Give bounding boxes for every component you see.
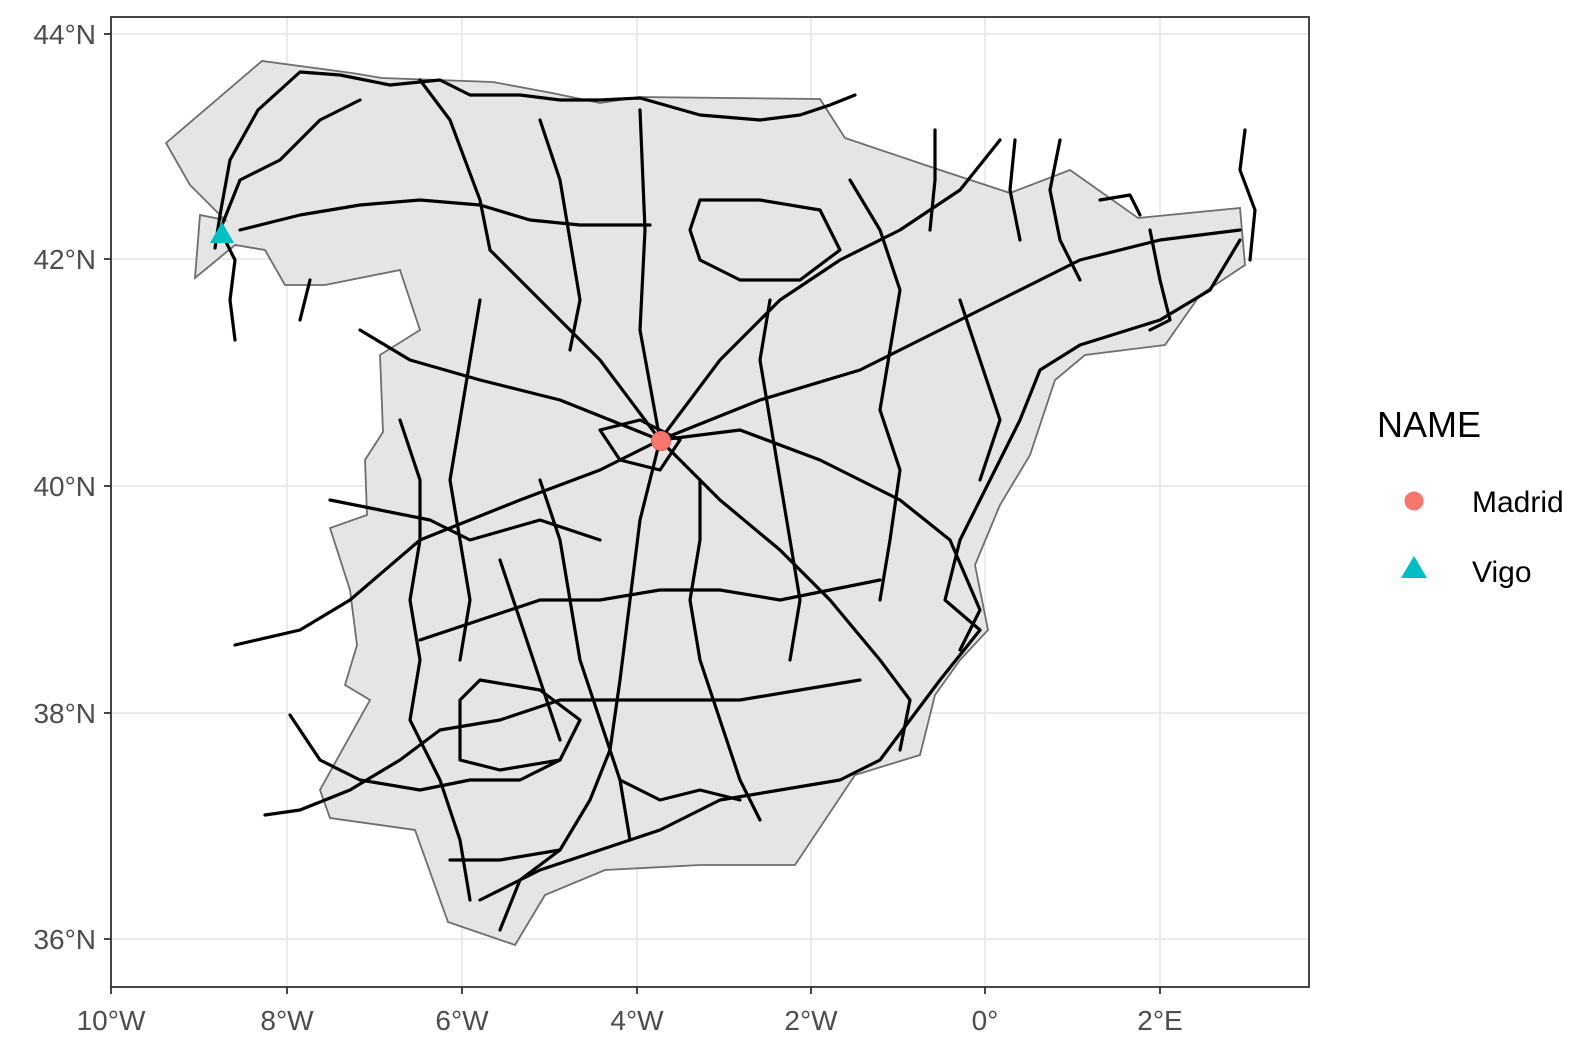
rail-line (1098, 193, 1142, 217)
x-tick-label: 4°W (610, 1005, 664, 1036)
legend-vigo-swatch (1401, 556, 1427, 578)
vigo-point (210, 222, 234, 243)
y-tick-label: 42°N (33, 244, 96, 275)
y-tick-label: 40°N (33, 471, 96, 502)
rail-line (213, 70, 857, 250)
rail-line (1148, 228, 1172, 332)
rail-line (658, 228, 1242, 442)
x-tick-label: 8°W (260, 1005, 314, 1036)
rail-line (418, 78, 662, 442)
rail-line (398, 418, 472, 902)
rail-line (538, 118, 582, 352)
madrid-point (651, 431, 671, 451)
rail-line (263, 678, 862, 817)
rail-line (298, 278, 312, 322)
rail-line (848, 178, 902, 602)
rail-line (658, 138, 1002, 442)
y-tick-label: 44°N (33, 19, 96, 50)
rail-line (458, 678, 582, 772)
rail-line (358, 328, 662, 442)
rail-line (598, 418, 682, 472)
legend: NAME Madrid Vigo (1377, 404, 1564, 589)
spain-land-polygon (164, 60, 1246, 947)
railway-network (213, 70, 1257, 932)
x-tick-label: 2°W (784, 1005, 838, 1036)
rail-line (328, 498, 602, 542)
panel-border (110, 16, 1310, 988)
rail-line (498, 558, 562, 742)
rail-line (658, 438, 912, 752)
rail-line (958, 298, 1002, 482)
x-tick-label: 10°W (77, 1005, 146, 1036)
y-axis-labels: 44°N 42°N 40°N 38°N 36°N (33, 19, 96, 955)
y-tick-label: 36°N (33, 924, 96, 955)
rail-line (928, 128, 937, 232)
rail-line (448, 298, 482, 662)
rail-line (688, 198, 842, 282)
axis-ticks (104, 33, 1161, 994)
rail-line (288, 713, 562, 792)
y-tick-label: 38°N (33, 698, 96, 729)
x-tick-label: 2°E (1137, 1005, 1182, 1036)
rail-line (418, 578, 882, 642)
rail-line (1238, 128, 1257, 262)
rail-line (218, 98, 362, 342)
rail-line (638, 108, 662, 442)
legend-title: NAME (1377, 404, 1481, 445)
x-tick-label: 6°W (435, 1005, 489, 1036)
rail-line (478, 238, 1242, 902)
rail-line (758, 298, 802, 662)
points-layer (210, 222, 671, 451)
legend-label: Vigo (1472, 556, 1532, 589)
rail-line (658, 428, 982, 652)
rail-line (1048, 138, 1082, 282)
rail-line (448, 848, 562, 862)
rail-line (238, 198, 652, 232)
rail-line (688, 478, 762, 822)
x-tick-label: 0° (972, 1005, 999, 1036)
legend-madrid-swatch (1404, 491, 1424, 511)
x-axis-labels: 10°W 8°W 6°W 4°W 2°W 0° 2°E (77, 1005, 1183, 1036)
legend-label: Madrid (1472, 486, 1564, 519)
rail-line (618, 778, 742, 802)
rail-line (1008, 138, 1022, 242)
